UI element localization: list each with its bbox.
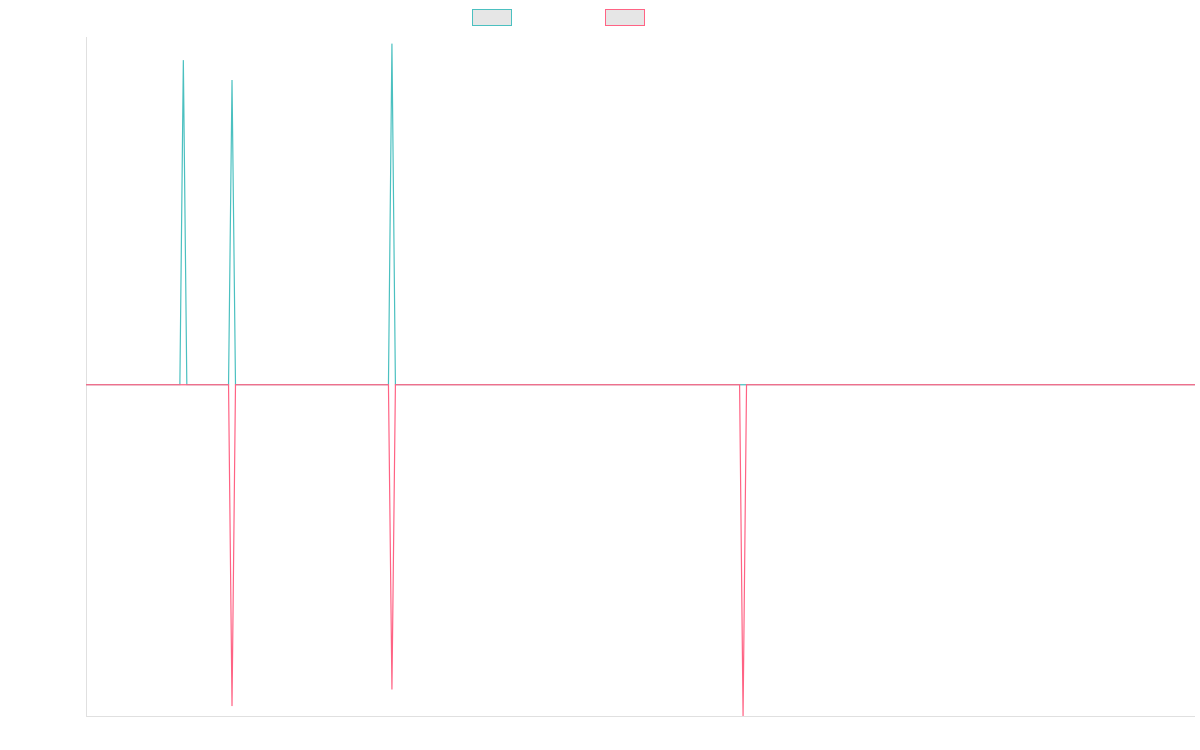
axes — [86, 37, 1195, 717]
legend-swatch-2 — [605, 9, 645, 26]
legend-item-1 — [472, 9, 512, 26]
series-line-1 — [86, 43, 1195, 386]
series-layer — [86, 43, 1195, 717]
legend-swatch-1 — [472, 9, 512, 26]
legend — [472, 9, 645, 26]
series-line-2 — [86, 384, 1195, 717]
legend-item-2 — [605, 9, 645, 26]
